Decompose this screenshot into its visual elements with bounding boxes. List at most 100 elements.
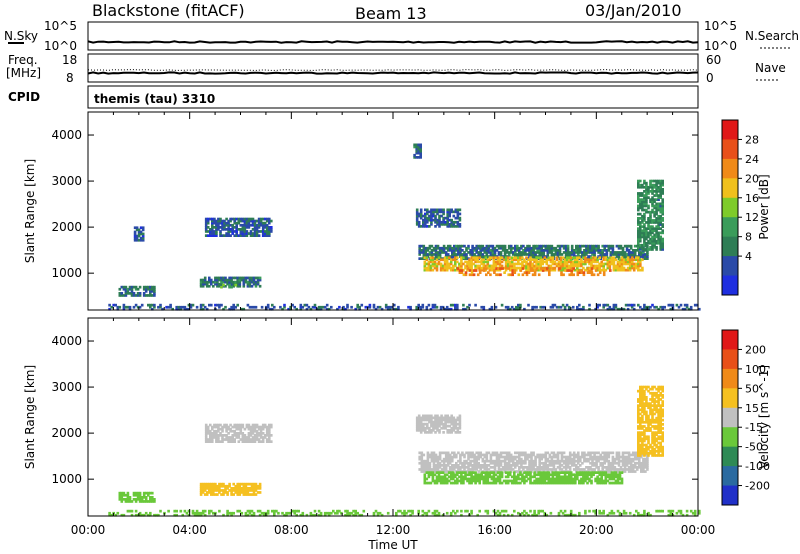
velocity-cell	[230, 493, 233, 496]
power-cell	[142, 287, 146, 291]
velocity-cell	[486, 473, 490, 477]
power-cell	[215, 228, 218, 231]
power-cell	[442, 249, 446, 252]
velocity-cell	[240, 489, 244, 492]
power-cell	[424, 223, 427, 226]
velocity-cell	[564, 455, 568, 459]
power-cell	[620, 268, 624, 272]
velocity-cell	[252, 493, 256, 496]
power-cell	[496, 256, 500, 260]
velocity-cell	[627, 455, 631, 459]
velocity-cell	[216, 487, 219, 490]
velocity-cell	[497, 459, 501, 463]
velocity-cell	[266, 509, 270, 513]
power-cell	[445, 307, 449, 311]
power-cell	[543, 260, 547, 264]
power-cell	[583, 251, 586, 254]
velocity-cell	[490, 471, 494, 474]
power-cell	[471, 253, 474, 256]
power-cell	[655, 227, 658, 230]
velocity-cell	[649, 449, 652, 453]
velocity-cell	[651, 394, 654, 397]
power-cell	[183, 305, 187, 309]
power-cell	[653, 305, 656, 309]
power-cell	[229, 219, 232, 223]
power-cell	[420, 249, 424, 252]
power-cell	[544, 244, 548, 248]
power-cell	[265, 230, 269, 233]
velocity-cell	[594, 479, 597, 483]
velocity-cell	[617, 451, 621, 455]
power-cell	[651, 185, 654, 189]
velocity-cell	[498, 473, 502, 477]
power-cell	[623, 251, 627, 254]
velocity-cell	[491, 453, 495, 457]
velocity-cell	[504, 479, 508, 483]
velocity-cell	[268, 436, 271, 439]
power-cell	[539, 256, 542, 260]
power-cell	[421, 303, 425, 307]
power-cell	[641, 214, 644, 218]
velocity-cell	[530, 451, 533, 455]
power-cell	[425, 307, 429, 311]
velocity-cell	[456, 426, 460, 430]
power-cell	[661, 206, 664, 210]
power-cell	[698, 307, 701, 311]
power-cell	[149, 305, 152, 309]
velocity-cell	[606, 479, 610, 483]
power-cell	[502, 266, 506, 270]
velocity-cell	[651, 412, 654, 416]
power-cell	[566, 253, 570, 256]
velocity-cell	[566, 457, 570, 461]
velocity-cell	[583, 453, 586, 457]
power-cell	[439, 307, 443, 311]
velocity-cell	[637, 431, 640, 434]
power-cell	[221, 223, 224, 227]
velocity-cell	[556, 457, 560, 461]
power-cell	[452, 303, 455, 307]
velocity-cell	[553, 473, 557, 477]
power-cell	[133, 230, 137, 234]
velocity-cell	[567, 481, 571, 485]
velocity-cell	[631, 459, 635, 463]
power-cell	[651, 202, 654, 206]
velocity-cell	[424, 466, 428, 469]
power-cell	[419, 307, 422, 311]
velocity-cell	[463, 466, 466, 469]
power-cell	[358, 305, 361, 309]
power-cell	[134, 303, 138, 307]
velocity-cell	[153, 513, 156, 517]
velocity-cell	[534, 464, 537, 467]
power-cell	[214, 278, 217, 282]
power-cell	[203, 278, 207, 282]
power-cell	[567, 264, 571, 268]
power-cell	[582, 266, 585, 270]
velocity-cell	[518, 466, 521, 469]
velocity-cell	[571, 481, 575, 485]
velocity-cell	[214, 493, 217, 496]
velocity-cell	[239, 432, 243, 435]
power-cell	[596, 258, 599, 262]
velocity-cell	[462, 481, 465, 485]
power-cell	[568, 253, 572, 256]
power-cell	[522, 251, 525, 254]
velocity-cell	[429, 481, 433, 485]
velocity-cell	[120, 500, 124, 503]
velocity-cell	[142, 500, 146, 503]
cpid-label: CPID	[8, 90, 40, 104]
power-cell	[641, 246, 644, 249]
power-cell	[523, 271, 527, 274]
power-cell	[463, 253, 466, 256]
power-cell	[266, 303, 270, 307]
power-cell	[442, 251, 446, 254]
power-cell	[637, 198, 640, 201]
power-cell	[606, 307, 610, 311]
power-cell	[601, 249, 604, 252]
power-cell	[626, 266, 630, 270]
power-cell	[480, 262, 483, 266]
velocity-cell	[540, 461, 543, 465]
velocity-cell	[210, 489, 213, 492]
velocity-cell	[232, 487, 235, 490]
velocity-cell	[428, 429, 431, 432]
velocity-cell	[430, 459, 434, 463]
